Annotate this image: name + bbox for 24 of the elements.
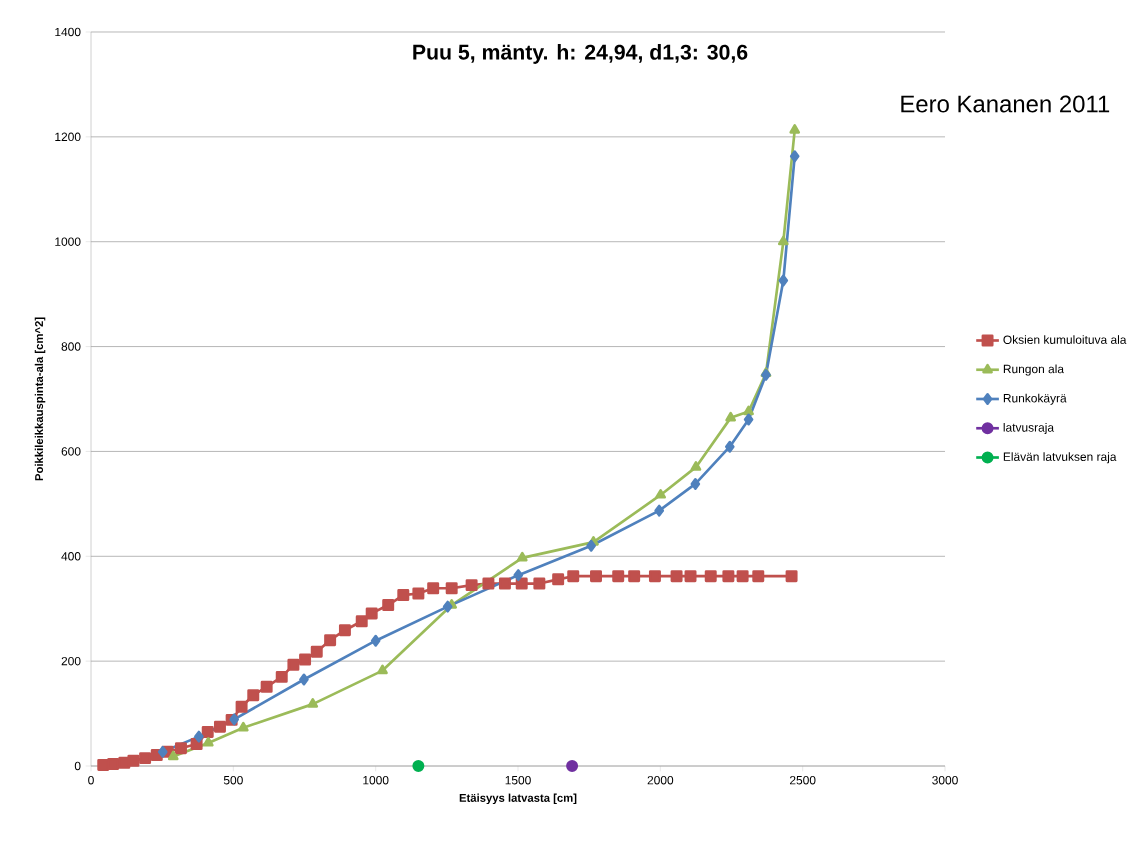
x-tick-label: 1000 <box>363 776 389 785</box>
y-tick-label: 400 <box>61 552 81 561</box>
legend-label: Rungon ala <box>1003 364 1064 376</box>
x-tick-label: 0 <box>88 776 94 785</box>
legend-label: Elävän latvuksen raja <box>1003 452 1117 464</box>
annotation: Eero Kananen 2011 <box>901 95 1110 113</box>
y-tick-label: 600 <box>61 447 81 456</box>
text: Puu 5, mänty. h: 24,94, d1,3: 30,6 <box>413 44 748 64</box>
y-tick-label: 1200 <box>55 132 81 142</box>
x-axis-title: Etäisyys latvasta [cm] <box>459 793 577 805</box>
legend-label: latvusraja <box>1003 422 1055 435</box>
x-tick-label: 1500 <box>505 776 531 785</box>
y-tick-label: 1000 <box>55 237 81 246</box>
legend-label: Runkokäyrä <box>1003 393 1067 405</box>
x-tick-label: 2500 <box>789 776 816 785</box>
y-tick-label: 0 <box>74 761 81 771</box>
y-tick-label: 200 <box>61 656 81 666</box>
y-axis-title: Poikkileikkauspinta-ala [cm^2] <box>34 317 46 481</box>
x-tick-label: 500 <box>223 776 243 785</box>
y-tick-label: 1400 <box>55 27 81 37</box>
y-tick-label: 800 <box>61 342 81 351</box>
x-tick-label: 2000 <box>647 776 674 785</box>
x-tick-label: 3000 <box>932 776 958 785</box>
legend-label: Oksien kumuloituva ala <box>1003 335 1127 344</box>
